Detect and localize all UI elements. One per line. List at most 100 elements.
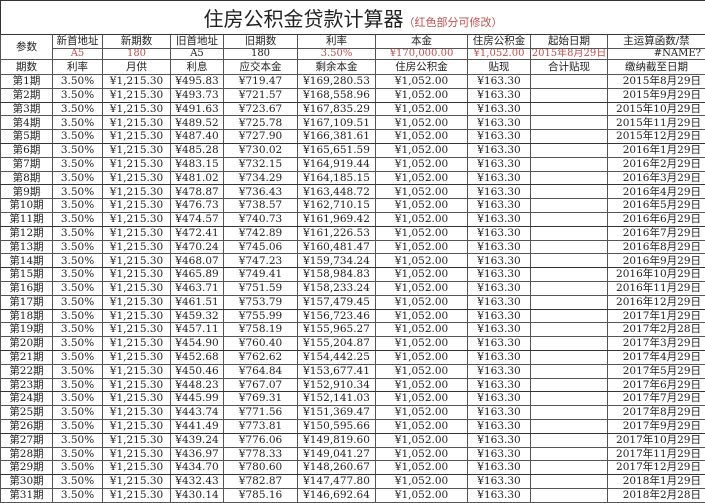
table-cell[interactable]: ¥1,215.30 xyxy=(103,295,171,309)
table-cell[interactable]: 第18期 xyxy=(1,309,53,323)
table-cell[interactable]: ¥747.23 xyxy=(224,254,298,268)
table-cell[interactable]: ¥459.32 xyxy=(171,309,224,323)
table-cell[interactable]: 第23期 xyxy=(1,378,53,392)
table-cell[interactable]: ¥1,215.30 xyxy=(103,185,171,199)
table-cell[interactable]: 3.50% xyxy=(53,433,103,447)
table-cell[interactable]: ¥1,215.30 xyxy=(103,268,171,282)
table-cell[interactable]: ¥474.57 xyxy=(171,212,224,226)
param-value-cell[interactable]: 2015年8月29日 xyxy=(531,49,608,60)
table-cell[interactable]: ¥161,969.42 xyxy=(298,212,376,226)
table-cell[interactable] xyxy=(531,116,608,130)
table-cell[interactable]: ¥1,052.00 xyxy=(376,475,468,489)
table-cell[interactable] xyxy=(531,475,608,489)
table-cell[interactable]: 2017年3月29日 xyxy=(608,337,705,351)
table-cell[interactable] xyxy=(531,254,608,268)
table-cell[interactable]: ¥470.24 xyxy=(171,240,224,254)
table-cell[interactable]: ¥736.43 xyxy=(224,185,298,199)
table-cell[interactable]: ¥163.30 xyxy=(468,364,531,378)
table-cell[interactable]: 3.50% xyxy=(53,226,103,240)
table-cell[interactable]: 2017年12月29日 xyxy=(608,461,705,475)
table-cell[interactable] xyxy=(531,75,608,89)
table-cell[interactable]: ¥773.81 xyxy=(224,419,298,433)
table-cell[interactable]: ¥1,052.00 xyxy=(376,281,468,295)
table-cell[interactable]: 3.50% xyxy=(53,350,103,364)
table-cell[interactable]: ¥1,052.00 xyxy=(376,102,468,116)
table-cell[interactable]: ¥1,052.00 xyxy=(376,240,468,254)
table-cell[interactable]: ¥443.74 xyxy=(171,406,224,420)
table-cell[interactable]: ¥778.33 xyxy=(224,447,298,461)
table-cell[interactable]: ¥1,052.00 xyxy=(376,185,468,199)
table-cell[interactable]: 第14期 xyxy=(1,254,53,268)
table-cell[interactable]: ¥785.16 xyxy=(224,488,298,502)
table-cell[interactable]: ¥1,215.30 xyxy=(103,240,171,254)
table-cell[interactable]: 第5期 xyxy=(1,130,53,144)
table-cell[interactable]: 3.50% xyxy=(53,488,103,502)
table-cell[interactable]: ¥1,215.30 xyxy=(103,226,171,240)
table-cell[interactable]: ¥439.24 xyxy=(171,433,224,447)
table-cell[interactable]: ¥457.11 xyxy=(171,323,224,337)
table-cell[interactable]: ¥1,052.00 xyxy=(376,433,468,447)
table-cell[interactable]: ¥730.02 xyxy=(224,143,298,157)
param-value-cell[interactable]: A5 xyxy=(171,49,224,60)
table-cell[interactable]: 2018年2月28日 xyxy=(608,488,705,502)
table-cell[interactable]: ¥723.67 xyxy=(224,102,298,116)
table-cell[interactable]: ¥152,910.34 xyxy=(298,378,376,392)
table-cell[interactable]: 2015年8月29日 xyxy=(608,75,705,89)
table-cell[interactable]: ¥163.30 xyxy=(468,212,531,226)
table-cell[interactable]: ¥167,835.29 xyxy=(298,102,376,116)
table-cell[interactable]: 3.50% xyxy=(53,337,103,351)
table-cell[interactable] xyxy=(531,488,608,502)
table-cell[interactable]: 3.50% xyxy=(53,281,103,295)
table-cell[interactable]: 3.50% xyxy=(53,185,103,199)
table-cell[interactable] xyxy=(531,212,608,226)
table-cell[interactable]: ¥149,041.27 xyxy=(298,447,376,461)
table-cell[interactable]: ¥1,215.30 xyxy=(103,447,171,461)
table-cell[interactable]: ¥776.06 xyxy=(224,433,298,447)
table-cell[interactable]: 第30期 xyxy=(1,475,53,489)
table-cell[interactable]: 第21期 xyxy=(1,350,53,364)
param-value-cell[interactable]: ¥1,052.00 xyxy=(468,49,531,60)
table-cell[interactable]: 第1期 xyxy=(1,75,53,89)
table-cell[interactable]: ¥163.30 xyxy=(468,171,531,185)
table-cell[interactable]: ¥764.84 xyxy=(224,364,298,378)
table-cell[interactable]: ¥163.30 xyxy=(468,309,531,323)
table-cell[interactable]: ¥163.30 xyxy=(468,433,531,447)
table-cell[interactable] xyxy=(531,88,608,102)
table-cell[interactable]: 3.50% xyxy=(53,461,103,475)
table-cell[interactable]: ¥1,052.00 xyxy=(376,350,468,364)
table-cell[interactable]: ¥1,052.00 xyxy=(376,419,468,433)
table-cell[interactable]: 2016年12月29日 xyxy=(608,295,705,309)
table-cell[interactable]: ¥461.51 xyxy=(171,295,224,309)
table-cell[interactable]: 3.50% xyxy=(53,475,103,489)
table-cell[interactable]: 3.50% xyxy=(53,392,103,406)
table-cell[interactable]: ¥1,052.00 xyxy=(376,309,468,323)
table-cell[interactable]: ¥1,215.30 xyxy=(103,364,171,378)
param-value-cell[interactable]: 180 xyxy=(224,49,298,60)
table-cell[interactable]: ¥163.30 xyxy=(468,295,531,309)
table-cell[interactable]: ¥478.87 xyxy=(171,185,224,199)
table-cell[interactable]: 2016年10月29日 xyxy=(608,268,705,282)
table-cell[interactable]: ¥749.41 xyxy=(224,268,298,282)
table-cell[interactable]: ¥485.28 xyxy=(171,143,224,157)
table-cell[interactable]: ¥163.30 xyxy=(468,226,531,240)
table-cell[interactable] xyxy=(531,171,608,185)
table-cell[interactable]: 第31期 xyxy=(1,488,53,502)
table-cell[interactable]: ¥472.41 xyxy=(171,226,224,240)
table-cell[interactable]: ¥153,677.41 xyxy=(298,364,376,378)
table-cell[interactable]: ¥163.30 xyxy=(468,75,531,89)
param-value-cell[interactable]: A5 xyxy=(53,49,103,60)
table-cell[interactable]: ¥1,052.00 xyxy=(376,171,468,185)
table-cell[interactable]: 3.50% xyxy=(53,295,103,309)
table-cell[interactable] xyxy=(531,199,608,213)
table-cell[interactable]: ¥163.30 xyxy=(468,475,531,489)
table-cell[interactable]: 3.50% xyxy=(53,419,103,433)
table-cell[interactable]: ¥165,651.59 xyxy=(298,143,376,157)
table-cell[interactable]: ¥1,052.00 xyxy=(376,157,468,171)
table-cell[interactable]: ¥152,141.03 xyxy=(298,392,376,406)
table-cell[interactable] xyxy=(531,240,608,254)
table-cell[interactable]: ¥738.57 xyxy=(224,199,298,213)
table-cell[interactable]: ¥163.30 xyxy=(468,461,531,475)
table-cell[interactable]: ¥163.30 xyxy=(468,350,531,364)
table-cell[interactable]: ¥162,710.15 xyxy=(298,199,376,213)
table-cell[interactable]: ¥1,215.30 xyxy=(103,419,171,433)
